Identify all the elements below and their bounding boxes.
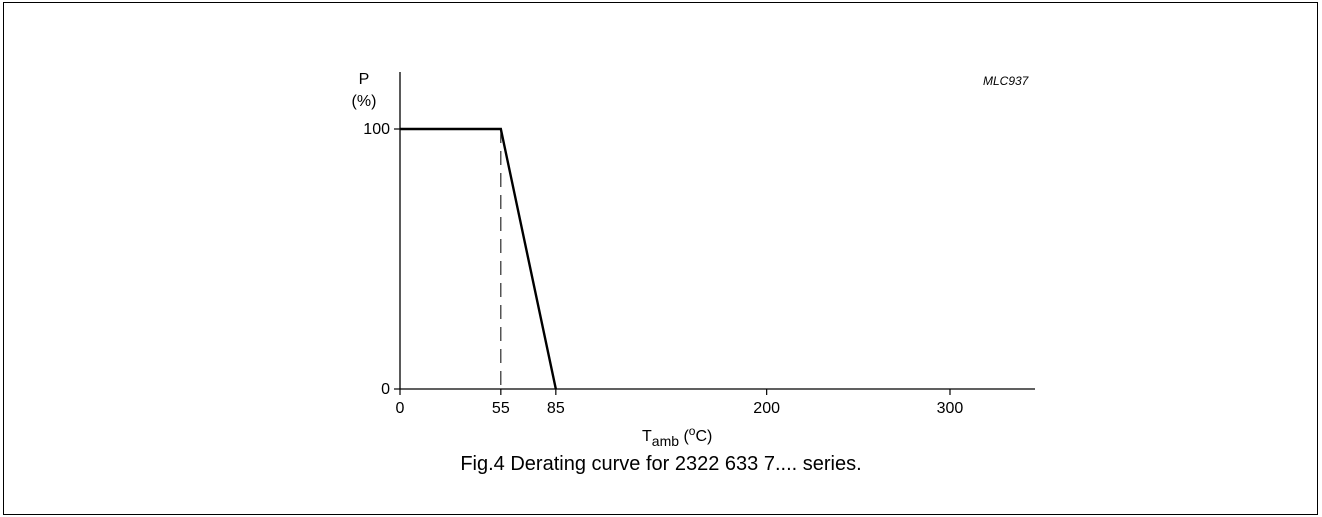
x-tick-label: 55 <box>492 400 510 417</box>
axis-ticks <box>394 128 951 395</box>
x-tick-label: 85 <box>547 400 565 417</box>
x-axis-label-sub: amb <box>652 433 679 449</box>
derating-curve <box>400 127 558 390</box>
y-axis-label: P <box>359 71 370 88</box>
y-tick-label: 100 <box>363 121 390 138</box>
plot-marks <box>400 127 558 390</box>
y-axis-unit: (%) <box>352 93 377 110</box>
figure-caption: Fig.4 Derating curve for 2322 633 7.... … <box>460 453 862 475</box>
x-axis-label-unit-sup: o <box>689 424 696 438</box>
x-axis-label-unit-close: C) <box>695 428 712 445</box>
x-axis-label-unit-open: ( <box>679 428 689 445</box>
figure-frame <box>3 2 1318 515</box>
x-axis-label: Tamb (oC) <box>642 424 712 449</box>
figure-code: MLC937 <box>983 74 1030 88</box>
tick-labels: 0 55 85 200 300 0 100 <box>363 121 963 417</box>
x-tick-label: 0 <box>396 400 405 417</box>
x-tick-label: 300 <box>937 400 964 417</box>
x-axis-label-main: T <box>642 428 652 445</box>
chart-axes <box>399 72 1035 390</box>
x-tick-label: 200 <box>753 400 780 417</box>
y-tick-label: 0 <box>381 381 390 398</box>
